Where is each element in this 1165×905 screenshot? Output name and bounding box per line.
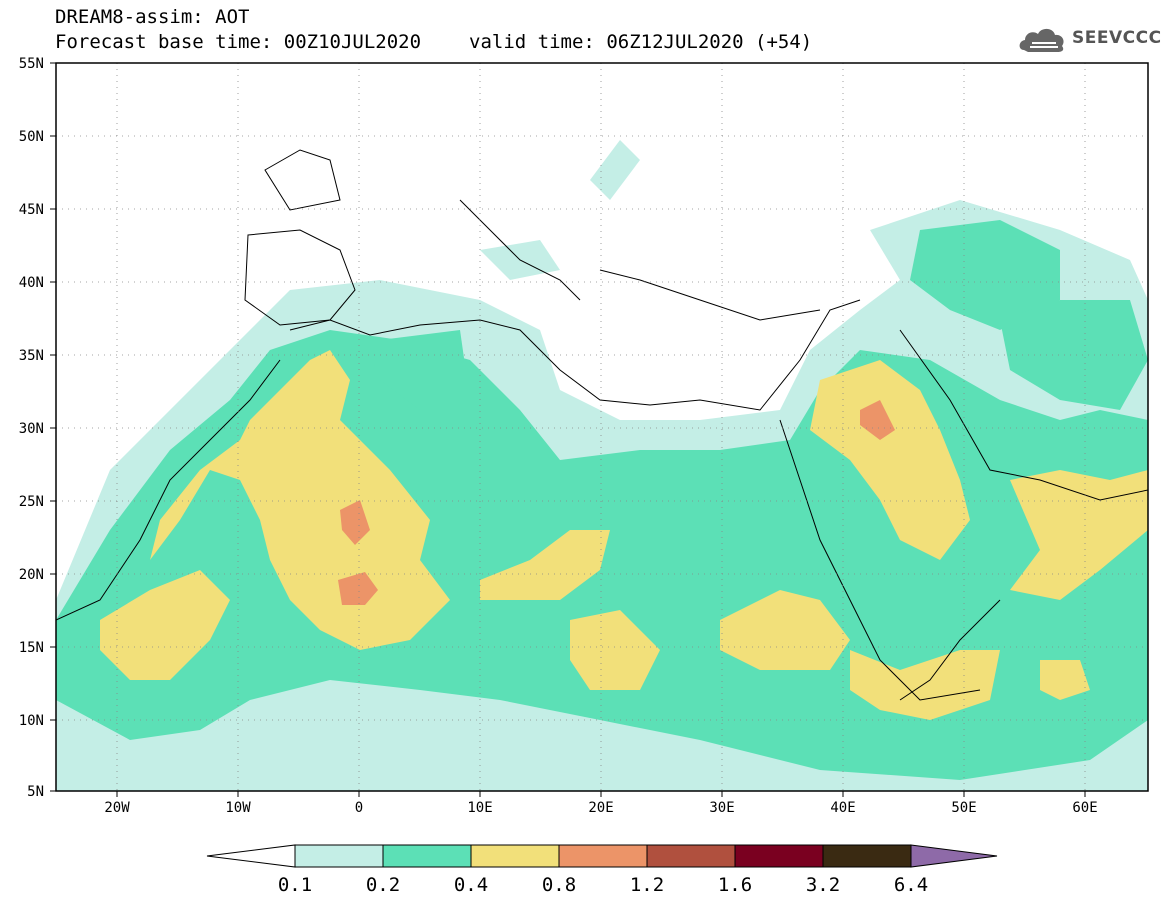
logo-text: SEEVCCC [1072, 28, 1162, 48]
colorbar-swatch [470, 844, 560, 868]
colorbar [206, 844, 998, 868]
colorbar-swatch [910, 844, 998, 868]
lat-labels: 55N 50N 45N 40N 35N 30N 25N 20N 15N 10N … [19, 56, 44, 800]
lat-label: 50N [19, 129, 44, 145]
colorbar-swatch [558, 844, 648, 868]
base-time: Forecast base time: 00Z10JUL2020 [55, 31, 422, 53]
lon-label: 60E [1072, 800, 1097, 816]
aot-band-0.8 [338, 400, 895, 605]
lat-label: 20N [19, 567, 44, 583]
lon-label: 40E [830, 800, 855, 816]
map-title: DREAM8-assim: AOT [55, 6, 250, 28]
colorbar-label: 1.6 [718, 874, 752, 896]
colorbar-label: 0.2 [366, 874, 400, 896]
lat-label: 25N [19, 494, 44, 510]
aot-band-0.4 [100, 350, 1148, 720]
colorbar-labels: 0.1 0.2 0.4 0.8 1.2 1.6 3.2 6.4 [278, 874, 928, 896]
colorbar-swatch [294, 844, 384, 868]
aot-field [56, 63, 1148, 791]
lon-labels: 20W 10W 0 10E 20E 30E 40E 50E 60E [104, 800, 1097, 816]
lat-label: 40N [19, 275, 44, 291]
colorbar-swatch [734, 844, 824, 868]
lat-label: 5N [27, 784, 44, 800]
valid-time: valid time: 06Z12JUL2020 (+54) [469, 31, 813, 53]
colorbar-swatch [206, 844, 296, 868]
colorbar-label: 0.4 [454, 874, 488, 896]
colorbar-label: 6.4 [894, 874, 928, 896]
lat-label: 35N [19, 348, 44, 364]
colorbar-label: 3.2 [806, 874, 840, 896]
colorbar-swatch [822, 844, 912, 868]
tick-marks [50, 62, 1086, 797]
lon-label: 20W [104, 800, 130, 816]
lon-label: 50E [951, 800, 976, 816]
lon-label: 20E [588, 800, 613, 816]
colorbar-swatch [382, 844, 472, 868]
seevccc-logo: SEEVCCC [1018, 24, 1161, 54]
coastlines [56, 149, 1148, 701]
lat-label: 55N [19, 56, 44, 72]
lon-label: 0 [355, 800, 363, 816]
lat-label: 15N [19, 640, 44, 656]
grid-lines [56, 63, 1148, 791]
lat-label: 45N [19, 202, 44, 218]
lon-label: 30E [709, 800, 734, 816]
lat-label: 30N [19, 421, 44, 437]
colorbar-label: 0.8 [542, 874, 576, 896]
colorbar-label: 0.1 [278, 874, 312, 896]
lon-label: 10W [225, 800, 251, 816]
lon-label: 10E [467, 800, 492, 816]
cloud-icon [1019, 28, 1064, 52]
colorbar-label: 1.2 [630, 874, 664, 896]
time-info: Forecast base time: 00Z10JUL2020 valid ti… [55, 31, 812, 53]
map-frame [55, 62, 1149, 792]
colorbar-swatch [646, 844, 736, 868]
lat-label: 10N [19, 713, 44, 729]
